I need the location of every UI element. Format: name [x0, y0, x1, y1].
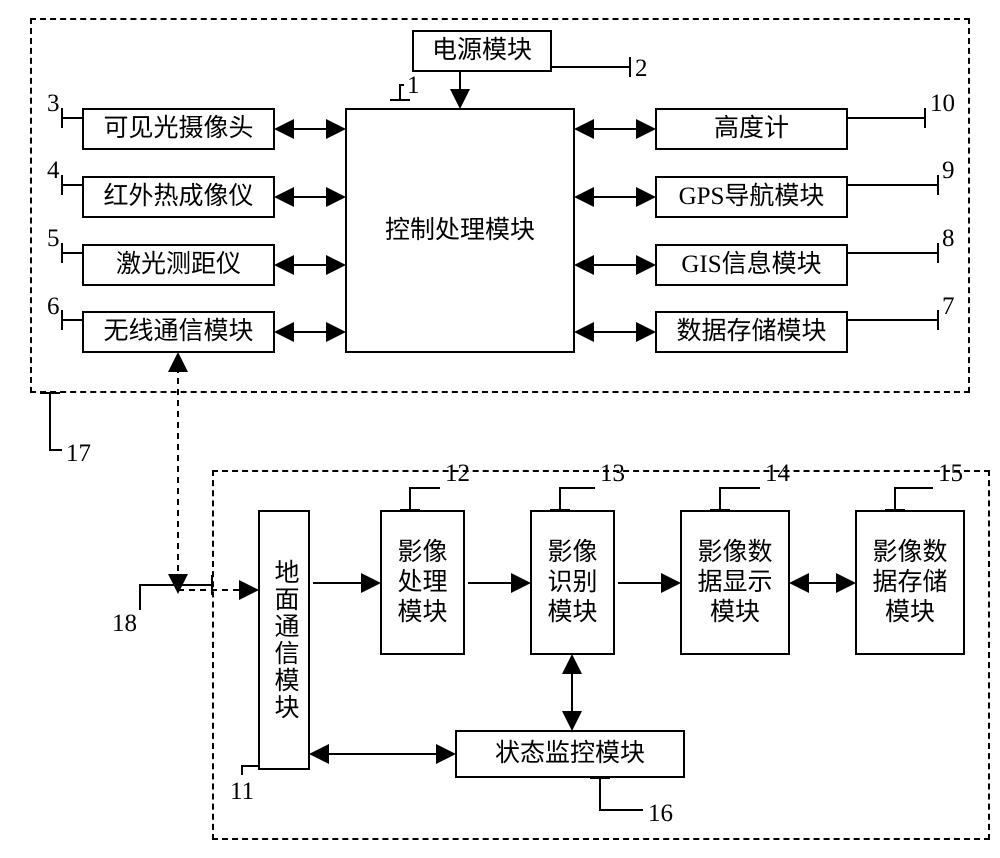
callout-3: 3 [47, 90, 60, 118]
callout-9: 9 [942, 157, 955, 185]
control-processing-label: 控制处理模块 [385, 216, 535, 246]
power-module: 电源模块 [412, 30, 552, 72]
gis-module: GIS信息模块 [655, 244, 848, 286]
callout-7: 7 [942, 293, 955, 321]
callout-17: 17 [66, 440, 91, 468]
data-storage-module: 数据存储模块 [655, 311, 848, 353]
status-monitor-module: 状态监控模块 [455, 730, 685, 778]
image-display-module: 影像数据显示模块 [680, 510, 790, 655]
chain-label-3: 影像数据存储模块 [872, 538, 947, 628]
laser-range-module: 激光测距仪 [82, 244, 275, 286]
wireless-comm-module: 无线通信模块 [82, 311, 275, 353]
gps-module: GPS导航模块 [655, 176, 848, 218]
visible-camera-module: 可见光摄像头 [82, 108, 275, 150]
callout-15: 15 [938, 460, 963, 488]
callout-10: 10 [930, 90, 955, 118]
chain-label-0: 影像处理模块 [397, 538, 447, 628]
chain-label-1: 影像识别模块 [547, 538, 597, 628]
altimeter-module: 高度计 [655, 108, 848, 150]
image-processing-module: 影像处理模块 [380, 510, 465, 655]
callout-6: 6 [47, 293, 60, 321]
power-label: 电源模块 [432, 36, 532, 66]
image-storage-module: 影像数据存储模块 [855, 510, 965, 655]
control-processing-module: 控制处理模块 [345, 108, 575, 353]
callout-2: 2 [635, 55, 648, 83]
right-label-0: 高度计 [714, 114, 789, 144]
callout-5: 5 [47, 225, 60, 253]
left-label-1: 红外热成像仪 [103, 182, 253, 212]
callout-12: 12 [445, 460, 470, 488]
image-recognition-module: 影像识别模块 [530, 510, 615, 655]
left-label-0: 可见光摄像头 [103, 114, 253, 144]
status-label: 状态监控模块 [495, 739, 645, 769]
right-label-3: 数据存储模块 [676, 317, 826, 347]
chain-label-2: 影像数据显示模块 [697, 538, 772, 628]
right-label-2: GIS信息模块 [681, 250, 821, 280]
left-label-2: 激光测距仪 [116, 250, 241, 280]
right-label-1: GPS导航模块 [679, 182, 825, 212]
infrared-module: 红外热成像仪 [82, 176, 275, 218]
callout-1: 1 [407, 72, 420, 100]
callout-8: 8 [942, 225, 955, 253]
ground-comm-label: 地面通信模块 [269, 559, 299, 721]
callout-16: 16 [648, 800, 673, 828]
callout-13: 13 [600, 460, 625, 488]
callout-18: 18 [112, 610, 137, 638]
callout-14: 14 [765, 460, 790, 488]
callout-4: 4 [47, 157, 60, 185]
left-label-3: 无线通信模块 [103, 317, 253, 347]
callout-11: 11 [230, 778, 254, 806]
ground-comm-module: 地面通信模块 [258, 510, 310, 770]
